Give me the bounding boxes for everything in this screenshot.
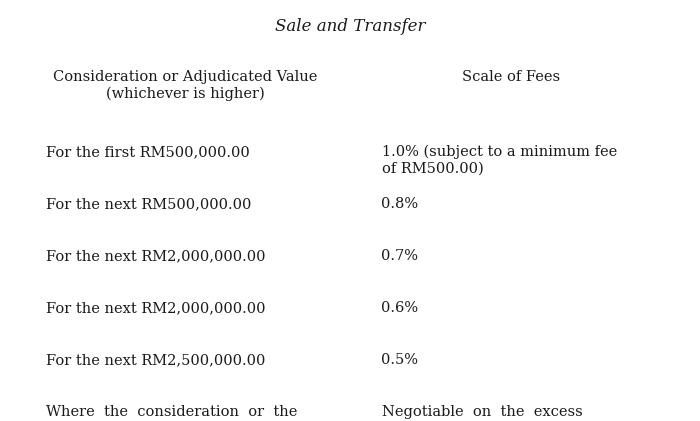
Text: Negotiable  on  the  excess
(but  shall  not  exceed  0.5%  of
such excess): Negotiable on the excess (but shall not …	[382, 405, 620, 421]
Text: Sale and Transfer: Sale and Transfer	[274, 18, 426, 35]
Text: 0.5%: 0.5%	[382, 353, 419, 367]
Text: Consideration or Adjudicated Value
(whichever is higher): Consideration or Adjudicated Value (whic…	[53, 70, 318, 101]
Text: 0.8%: 0.8%	[382, 197, 419, 211]
Text: For the next RM2,000,000.00: For the next RM2,000,000.00	[46, 301, 265, 315]
Text: For the first RM500,000.00: For the first RM500,000.00	[46, 145, 249, 159]
Text: For the next RM2,500,000.00: For the next RM2,500,000.00	[46, 353, 265, 367]
Text: For the next RM500,000.00: For the next RM500,000.00	[46, 197, 251, 211]
Text: Scale of Fees: Scale of Fees	[462, 70, 560, 84]
Text: Where  the  consideration  or  the
adjudicated  value  is  in  excess  of
RM7,50: Where the consideration or the adjudicat…	[46, 405, 309, 421]
Text: 1.0% (subject to a minimum fee
of RM500.00): 1.0% (subject to a minimum fee of RM500.…	[382, 145, 617, 176]
Text: 0.7%: 0.7%	[382, 249, 419, 263]
Text: For the next RM2,000,000.00: For the next RM2,000,000.00	[46, 249, 265, 263]
Text: 0.6%: 0.6%	[382, 301, 419, 315]
